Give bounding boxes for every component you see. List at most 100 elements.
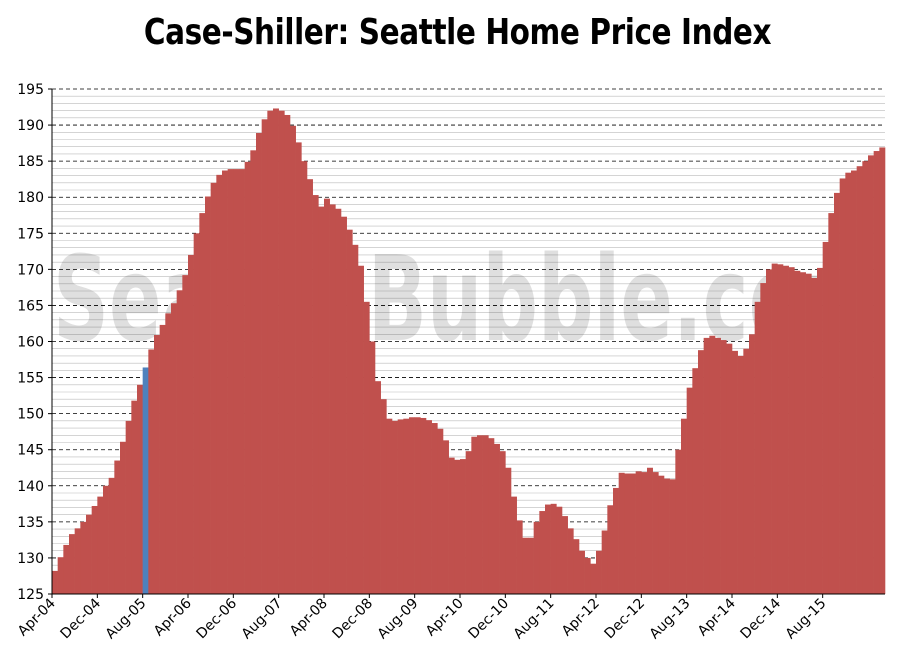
bar — [108, 477, 115, 594]
bar — [329, 204, 336, 594]
bar — [380, 399, 387, 594]
bar — [375, 381, 381, 594]
bar — [443, 440, 449, 594]
bar — [358, 265, 364, 594]
y-tick-label: 170 — [17, 262, 44, 278]
bar — [52, 570, 58, 594]
bar — [641, 472, 648, 594]
bar — [369, 341, 376, 594]
bar — [766, 269, 772, 594]
bar — [754, 301, 761, 594]
bar — [284, 114, 291, 594]
y-tick-label: 165 — [17, 298, 44, 314]
bar — [868, 155, 874, 594]
bar — [256, 133, 262, 594]
bar — [318, 206, 325, 594]
bar — [188, 254, 194, 594]
bar — [426, 420, 432, 594]
x-tick-label: Apr-12 — [559, 596, 603, 640]
bar — [460, 459, 466, 594]
bar — [499, 451, 506, 594]
bar — [720, 340, 727, 594]
bar — [431, 423, 438, 594]
bar — [601, 530, 608, 594]
bar — [488, 438, 495, 594]
bar — [125, 420, 132, 594]
x-tick-label: Aug-15 — [783, 596, 830, 643]
y-tick-label: 160 — [17, 335, 44, 351]
bar — [726, 343, 733, 594]
bar — [69, 534, 75, 594]
bar — [669, 479, 676, 594]
x-tick-label: Aug-11 — [511, 596, 558, 643]
bar — [154, 335, 160, 594]
x-tick-label: Dec-06 — [194, 595, 241, 642]
bar — [420, 417, 427, 594]
bar — [811, 278, 818, 594]
bar — [182, 275, 189, 594]
y-tick-label: 185 — [17, 154, 44, 170]
bar — [834, 192, 840, 594]
bar — [216, 174, 223, 594]
bar — [800, 272, 806, 594]
bar — [647, 467, 653, 594]
bar — [120, 441, 126, 594]
bar — [91, 505, 98, 594]
bar — [171, 303, 177, 594]
y-tick-label: 180 — [17, 190, 44, 206]
bar — [199, 213, 206, 594]
bar — [528, 537, 534, 594]
bar — [210, 182, 217, 595]
bar — [448, 457, 455, 594]
bar — [363, 301, 370, 594]
bar — [805, 273, 812, 594]
bar — [312, 195, 319, 595]
bar — [794, 270, 801, 594]
bar — [664, 478, 670, 594]
bar — [550, 503, 557, 594]
bar — [839, 178, 846, 594]
bar — [137, 384, 143, 594]
bar — [545, 504, 551, 594]
bar — [703, 337, 710, 594]
bar — [301, 161, 308, 594]
bar — [567, 528, 574, 594]
bar — [658, 475, 665, 594]
bar — [828, 213, 835, 594]
y-tick-label: 150 — [17, 407, 44, 423]
chart-title: Case-Shiller: Seattle Home Price Index — [143, 12, 772, 53]
bar — [80, 521, 87, 594]
bar — [533, 521, 540, 594]
bar — [788, 267, 795, 594]
bar — [278, 110, 285, 594]
bar — [86, 514, 92, 594]
x-tick-label: Aug-05 — [103, 596, 150, 643]
bar — [584, 557, 591, 594]
bar — [341, 216, 347, 594]
bar — [307, 179, 313, 594]
bar — [267, 110, 274, 594]
bar — [511, 496, 517, 594]
bar — [290, 125, 296, 594]
bar — [295, 142, 302, 594]
bar — [698, 350, 704, 594]
bar — [176, 290, 183, 594]
x-tick-label: Aug-07 — [239, 596, 286, 643]
bar — [148, 349, 155, 594]
bar — [556, 506, 563, 594]
bar — [879, 147, 886, 594]
bar — [465, 451, 472, 594]
bar — [777, 264, 784, 594]
bar — [771, 263, 778, 594]
y-tick-label: 125 — [17, 587, 44, 603]
bar — [159, 324, 166, 594]
bar — [516, 520, 523, 594]
bar — [233, 169, 240, 594]
bar — [57, 557, 64, 594]
x-tick-label: Dec-08 — [330, 596, 377, 643]
bar — [74, 528, 81, 594]
bar — [686, 387, 693, 594]
bar — [409, 417, 415, 594]
bar — [624, 473, 631, 594]
bar — [239, 169, 245, 594]
